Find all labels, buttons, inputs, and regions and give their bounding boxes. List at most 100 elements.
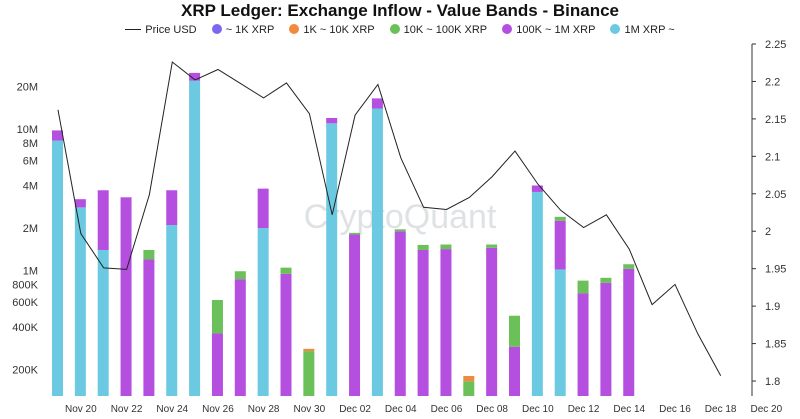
price-point[interactable] [627, 247, 631, 251]
bar-segment-band-100k-1m[interactable] [52, 130, 63, 141]
price-point[interactable] [193, 78, 197, 82]
price-point[interactable] [376, 82, 380, 86]
bar-stack[interactable] [600, 277, 612, 396]
bar-segment-band-10k-100k[interactable] [509, 315, 520, 347]
bar-segment-band-10k-100k[interactable] [623, 264, 635, 269]
bar-stack[interactable] [509, 315, 520, 396]
bar-segment-band-1m[interactable] [97, 249, 109, 396]
bar-segment-band-10k-100k[interactable] [463, 381, 475, 396]
price-point[interactable] [239, 82, 243, 86]
bar-segment-band-1m[interactable] [74, 207, 86, 396]
bar-stack[interactable] [577, 280, 589, 396]
bar-segment-band-10k-100k[interactable] [234, 271, 246, 280]
bar-segment-band-10k-100k[interactable] [143, 249, 155, 260]
legend-item-band-10k-100k[interactable]: 10K ~ 100K XRP [389, 21, 487, 39]
bar-segment-band-1m[interactable] [189, 80, 201, 396]
price-point[interactable] [307, 112, 311, 116]
bar-stack[interactable] [349, 232, 361, 396]
bar-stack[interactable] [257, 188, 269, 396]
price-point[interactable] [147, 193, 151, 197]
price-line[interactable] [57, 61, 722, 377]
bar-stack[interactable] [280, 267, 292, 396]
price-point[interactable] [582, 225, 586, 229]
price-point[interactable] [422, 205, 426, 209]
bar-segment-band-1m[interactable] [554, 269, 566, 396]
bar-stack[interactable] [97, 190, 109, 396]
bar-segment-band-100k-1m[interactable] [417, 249, 429, 396]
bar-segment-band-100k-1m[interactable] [234, 279, 246, 396]
price-point[interactable] [490, 175, 494, 179]
bar-stack[interactable] [166, 190, 178, 396]
bar-stack[interactable] [326, 117, 338, 397]
bar-segment-band-1m[interactable] [257, 228, 269, 396]
price-point[interactable] [536, 182, 540, 186]
bar-stack[interactable] [531, 185, 543, 396]
bar-segment-band-1k-10k[interactable] [303, 348, 315, 352]
price-point[interactable] [604, 213, 608, 217]
price-point[interactable] [353, 113, 357, 117]
bar-segment-band-100k-1m[interactable] [349, 234, 361, 396]
bar-stack[interactable] [486, 244, 498, 396]
bar-segment-band-100k-1m[interactable] [189, 72, 201, 81]
bar-segment-band-100k-1m[interactable] [531, 185, 543, 192]
bar-segment-band-100k-1m[interactable] [394, 231, 406, 396]
bar-stack[interactable] [234, 271, 246, 396]
bar-segment-band-1m[interactable] [326, 123, 338, 397]
bar-segment-band-10k-100k[interactable] [577, 280, 589, 294]
bar-segment-band-100k-1m[interactable] [440, 249, 452, 396]
bar-segment-band-1m[interactable] [166, 225, 178, 396]
bar-segment-band-10k-100k[interactable] [486, 244, 498, 248]
price-point[interactable] [696, 332, 700, 336]
legend-item-band-1m[interactable]: 1M XRP ~ [610, 21, 675, 39]
price-point[interactable] [125, 267, 129, 271]
bar-segment-band-10k-100k[interactable] [600, 277, 612, 283]
legend-item-price[interactable]: Price USD [125, 21, 197, 39]
bar-segment-band-100k-1m[interactable] [120, 197, 132, 396]
bar-segment-band-10k-100k[interactable] [280, 267, 292, 274]
bar-stack[interactable] [74, 199, 86, 396]
bar-segment-band-10k-100k[interactable] [394, 229, 406, 232]
price-point[interactable] [719, 374, 723, 378]
bar-stack[interactable] [303, 348, 315, 396]
price-point[interactable] [56, 108, 60, 112]
bar-segment-band-100k-1m[interactable] [623, 268, 635, 396]
bar-segment-band-100k-1m[interactable] [143, 259, 155, 396]
price-point[interactable] [79, 231, 83, 235]
bar-segment-band-1m[interactable] [531, 191, 543, 396]
legend-item-band-100k-1m[interactable]: 100K ~ 1M XRP [502, 21, 595, 39]
bar-segment-band-100k-1m[interactable] [486, 247, 498, 396]
price-point[interactable] [513, 149, 517, 153]
bar-segment-band-1m[interactable] [371, 108, 383, 396]
price-point[interactable] [262, 96, 266, 100]
price-point[interactable] [399, 156, 403, 160]
bar-segment-band-100k-1m[interactable] [280, 273, 292, 396]
bar-segment-band-10k-100k[interactable] [211, 300, 223, 334]
bar-segment-band-1m[interactable] [52, 140, 63, 396]
price-point[interactable] [285, 81, 289, 85]
bar-stack[interactable] [394, 229, 406, 396]
bar-stack[interactable] [371, 98, 383, 396]
price-point[interactable] [559, 208, 563, 212]
legend-item-band-1k[interactable]: ~ 1K XRP [211, 21, 274, 39]
bar-stack[interactable] [143, 249, 155, 396]
bar-stack[interactable] [463, 376, 475, 396]
price-point[interactable] [673, 282, 677, 286]
bar-segment-band-100k-1m[interactable] [326, 117, 338, 124]
bar-segment-band-100k-1m[interactable] [74, 199, 86, 208]
bar-segment-band-100k-1m[interactable] [554, 220, 566, 270]
bar-stack[interactable] [52, 130, 63, 396]
bar-segment-band-100k-1m[interactable] [166, 190, 178, 226]
legend-item-band-1k-10k[interactable]: 1K ~ 10K XRP [289, 21, 375, 39]
bar-segment-band-10k-100k[interactable] [417, 244, 429, 250]
bar-segment-band-100k-1m[interactable] [371, 98, 383, 109]
bar-segment-band-10k-100k[interactable] [303, 351, 315, 396]
bar-stack[interactable] [623, 264, 635, 396]
bar-segment-band-10k-100k[interactable] [554, 216, 566, 221]
bar-segment-band-100k-1m[interactable] [509, 346, 520, 396]
bar-segment-band-100k-1m[interactable] [211, 333, 223, 396]
bar-stack[interactable] [120, 197, 132, 396]
bar-segment-band-10k-100k[interactable] [349, 232, 361, 235]
bar-stack[interactable] [211, 300, 223, 396]
bar-segment-band-1k-10k[interactable] [463, 376, 475, 382]
bar-segment-band-100k-1m[interactable] [97, 190, 109, 250]
